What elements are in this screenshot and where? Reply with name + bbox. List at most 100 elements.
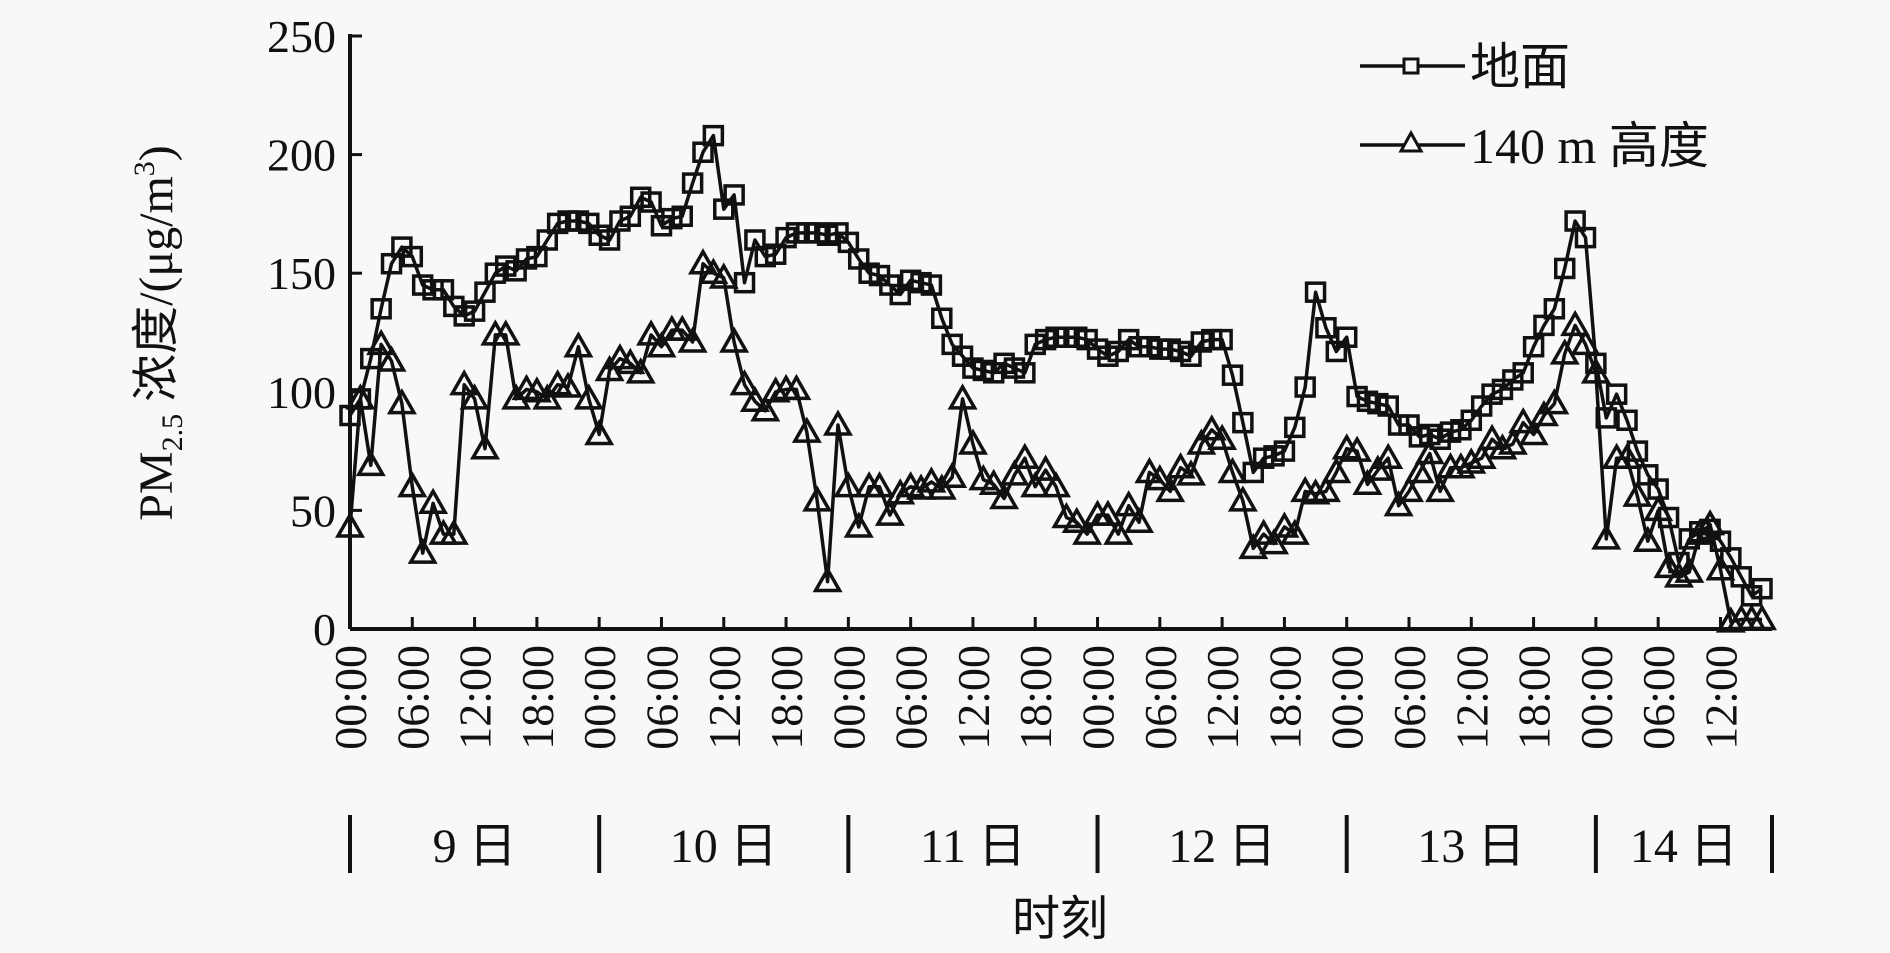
data-point-square [1294,376,1316,398]
data-point-square [1335,326,1358,348]
y-axis-title-main: PM [130,451,183,520]
data-point-triangle [957,428,988,455]
data-point-square [1543,298,1566,320]
legend: 地面 140 m 高度 [1360,39,1709,174]
data-point-triangle [1259,528,1290,555]
data-point-triangle [563,331,594,358]
data-point-triangle [1165,452,1196,479]
data-point-triangle [386,388,417,415]
y-axis-title-sub: 2.5 [156,414,189,452]
y-axis-title-end: ) [130,145,183,161]
data-point-triangle [1020,471,1051,498]
data-point-square [1512,362,1534,384]
data-point-square [671,205,693,228]
day-label: 9 日 [433,820,517,873]
legend-triangle-icon [1398,129,1424,153]
data-point-triangle [1746,603,1778,631]
data-point-triangle [1155,475,1186,503]
series-ground [339,124,1773,607]
day-label: 12 日 [1168,820,1276,873]
data-point-triangle [1092,499,1123,526]
data-point-square [681,172,704,194]
data-point-square [1284,416,1306,439]
series-layer [334,124,1778,633]
data-point-triangle [469,433,500,460]
data-point-triangle [885,478,916,505]
data-point-triangle [1663,561,1694,588]
day-label: 11 日 [920,820,1026,873]
data-point-triangle [1269,511,1300,538]
data-point-triangle [397,471,428,498]
data-point-triangle [1196,414,1227,441]
data-point-triangle [1425,475,1456,503]
data-point-square [1616,409,1638,432]
x-tick-label: 00:00 [325,645,376,750]
x-tick-label: 12:00 [1446,645,1497,750]
data-point-square [702,124,725,147]
legend-square-icon [1402,57,1420,75]
data-point-triangle [1487,433,1518,460]
data-point-triangle [376,345,407,372]
data-point-triangle [1300,478,1331,505]
data-point-triangle [1238,532,1269,560]
data-point-triangle [636,319,667,346]
data-point-triangle [1539,388,1570,415]
data-point-square [920,274,943,296]
data-point-triangle [584,418,615,446]
data-point-triangle [999,459,1030,486]
data-point-triangle [1352,468,1383,496]
data-point-triangle [1321,456,1352,484]
x-tick-label: 18:00 [512,645,563,750]
data-point-triangle [366,328,397,356]
x-tick-label: 18:00 [1010,645,1061,750]
x-tick-label: 06:00 [1633,645,1684,750]
data-point-triangle [1477,423,1508,450]
data-point-triangle [781,373,812,401]
data-point-triangle [625,357,656,384]
x-tick-label: 00:00 [574,645,625,750]
y-axis-title-sup: 3 [128,161,161,176]
y-tick-label: 50 [290,485,336,536]
data-point-triangle [1549,338,1580,365]
data-point-triangle [833,471,864,498]
x-tick-label: 18:00 [1509,645,1560,750]
data-point-triangle [760,376,791,403]
data-point-triangle [1518,418,1549,446]
y-axis-title: PM2.5 浓度/(μg/m3) [128,145,189,521]
data-point-square [1232,411,1254,434]
svg-text:PM2.5 浓度/(μg/m3): PM2.5 浓度/(μg/m3) [128,145,189,521]
data-point-triangle [615,347,646,375]
data-point-triangle [553,371,584,398]
x-tick-label: 06:00 [1384,645,1435,750]
data-point-triangle [1508,407,1539,434]
data-point-triangle [334,511,366,538]
data-point-triangle [791,416,822,443]
data-point-triangle [708,262,739,289]
data-point-triangle [1009,442,1040,469]
data-point-triangle [1124,506,1155,534]
data-point-triangle [864,471,895,498]
data-point-triangle [1030,454,1061,481]
y-tick-label: 150 [267,248,336,299]
data-point-square [1315,317,1337,339]
data-point-triangle [1207,423,1238,450]
data-point-triangle [1456,447,1487,474]
data-point-triangle [490,319,521,346]
data-point-triangle [750,395,781,422]
data-point-triangle [989,483,1020,510]
data-point-triangle [802,485,833,512]
y-tick-label: 100 [267,367,336,418]
data-point-square [1522,335,1545,358]
data-point-triangle [1497,428,1528,455]
data-point-triangle [1134,456,1165,484]
data-point-triangle [1580,357,1611,384]
day-label: 10 日 [670,820,778,873]
data-point-triangle [438,518,469,545]
data-point-triangle [1674,556,1705,583]
data-point-triangle [719,326,750,353]
data-point-triangle [1072,518,1103,545]
x-tick-label: 06:00 [886,645,937,750]
data-point-triangle [407,537,438,564]
